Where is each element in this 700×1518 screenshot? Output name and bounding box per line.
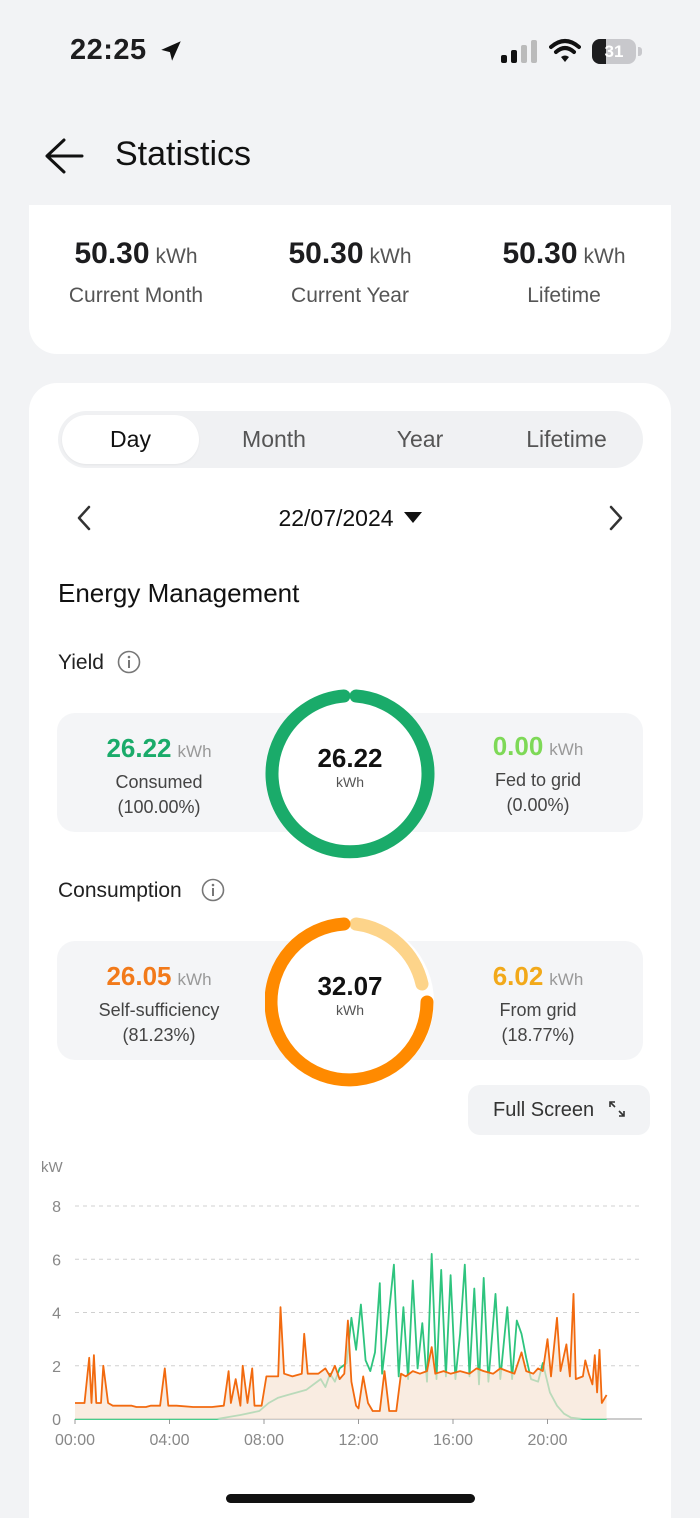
yield-title: Yield — [58, 651, 104, 674]
summary-card: 50.30 kWh Current Month 50.30 kWh Current … — [29, 205, 671, 354]
chart-y-tick-label: 6 — [52, 1252, 61, 1269]
chart-y-tick-label: 8 — [52, 1199, 61, 1216]
full-screen-label: Full Screen — [493, 1099, 595, 1121]
tab-year[interactable]: Year — [396, 426, 444, 452]
battery-level-text: 31 — [604, 42, 624, 61]
summary-value: 50.30 — [502, 237, 578, 270]
summary-unit: kWh — [369, 245, 412, 268]
location-arrow-icon — [161, 41, 181, 61]
chevron-right-icon[interactable] — [600, 503, 630, 533]
power-chart: kW 0 2 4 6 8 00:00 04:00 08:00 12:00 16:00 20:00 — [41, 1159, 642, 1449]
fed-pct: (0.00%) — [506, 795, 570, 816]
tab-month[interactable]: Month — [242, 426, 306, 452]
summary-lifetime: 50.30 kWh Lifetime — [457, 237, 671, 308]
summary-unit: kWh — [155, 245, 198, 268]
caret-down-icon — [403, 512, 422, 523]
fed-unit: kWh — [549, 740, 584, 759]
consumed-label: Consumed — [115, 772, 203, 792]
summary-label: Lifetime — [527, 284, 601, 307]
summary-label: Current Year — [291, 284, 409, 307]
fed-to-grid-stat: 0.00 kWh Fed to grid (0.00%) — [438, 731, 638, 818]
summary-current-year: 50.30 kWh Current Year — [243, 237, 457, 308]
chart-x-tick-label: 08:00 — [244, 1432, 284, 1449]
consumed-unit: kWh — [177, 742, 212, 761]
status-bar: 22:25 31 — [0, 0, 700, 100]
summary-current-month: 50.30 kWh Current Month — [29, 237, 243, 308]
chart-y-tick-label: 2 — [52, 1359, 61, 1376]
info-icon[interactable] — [117, 650, 141, 674]
consumption-ring: 32.07 kWh — [264, 917, 435, 1087]
consumed-pct: (100.00%) — [117, 797, 201, 818]
date-text: 22/07/2024 — [278, 505, 394, 531]
full-screen-button[interactable]: Full Screen — [468, 1085, 650, 1135]
date-navigator: 22/07/2024 — [29, 495, 671, 541]
home-indicator — [226, 1494, 475, 1503]
fed-label: Fed to grid — [494, 770, 582, 790]
status-time: 22:25 — [70, 34, 147, 66]
page-header: Statistics — [0, 120, 700, 190]
grid-value: 6.02 — [492, 961, 544, 991]
summary-value: 50.30 — [288, 237, 364, 270]
date-picker[interactable]: 22/07/2024 — [29, 505, 671, 532]
fed-value: 0.00 — [492, 731, 544, 761]
cellular-signal-icon — [501, 40, 537, 63]
chart-series-area — [75, 1293, 607, 1419]
info-icon[interactable] — [201, 878, 225, 902]
summary-label: Current Month — [68, 284, 204, 307]
consumed-value: 26.22 — [106, 733, 172, 763]
tab-lifetime[interactable]: Lifetime — [526, 426, 607, 452]
yield-total-unit: kWh — [336, 774, 364, 790]
consumed-stat: 26.22 kWh Consumed (100.00%) — [59, 733, 259, 820]
consumption-title: Consumption — [58, 879, 182, 902]
chart-y-axis-label: kW — [41, 1159, 64, 1176]
section-title: Energy Management — [58, 578, 300, 608]
self-label: Self-sufficiency — [98, 1000, 220, 1020]
chart-series-line — [75, 1293, 608, 1412]
chart-y-tick-label: 4 — [52, 1306, 61, 1323]
chart-x-tick-label: 16:00 — [433, 1432, 473, 1449]
wifi-icon — [549, 39, 581, 62]
consumption-total-value: 32.07 — [317, 971, 383, 1001]
chart-x-tick-label: 00:00 — [55, 1432, 95, 1449]
self-unit: kWh — [177, 970, 212, 989]
yield-ring: 26.22 kWh — [265, 689, 435, 859]
period-tabs: Day Month Year Lifetime — [58, 411, 643, 468]
grid-pct: (18.77%) — [501, 1025, 575, 1046]
grid-unit: kWh — [549, 970, 584, 989]
summary-unit: kWh — [583, 245, 626, 268]
yield-donut — [265, 689, 435, 859]
tab-day[interactable]: Day — [62, 415, 199, 464]
back-arrow-icon[interactable] — [42, 136, 86, 176]
summary-value: 50.30 — [74, 237, 150, 270]
yield-total-value: 26.22 — [317, 743, 383, 773]
chevron-left-icon[interactable] — [70, 503, 100, 533]
consumption-donut — [264, 917, 434, 1087]
chart-x-tick-label: 12:00 — [338, 1432, 378, 1449]
page-title: Statistics — [115, 135, 252, 173]
energy-card: Day Month Year Lifetime 22/07/2024 Energ… — [29, 383, 671, 1518]
grid-label: From grid — [499, 1000, 577, 1020]
self-value: 26.05 — [106, 961, 172, 991]
chart-x-tick-label: 20:00 — [527, 1432, 567, 1449]
self-sufficiency-stat: 26.05 kWh Self-sufficiency (81.23%) — [59, 961, 259, 1048]
chart-x-tick-label: 04:00 — [149, 1432, 189, 1449]
chart-y-tick-label: 0 — [52, 1412, 61, 1429]
battery-indicator: 31 — [592, 39, 642, 64]
from-grid-stat: 6.02 kWh From grid (18.77%) — [438, 961, 638, 1048]
expand-icon — [609, 1101, 625, 1117]
self-pct: (81.23%) — [122, 1025, 196, 1046]
consumption-total-unit: kWh — [336, 1002, 364, 1018]
